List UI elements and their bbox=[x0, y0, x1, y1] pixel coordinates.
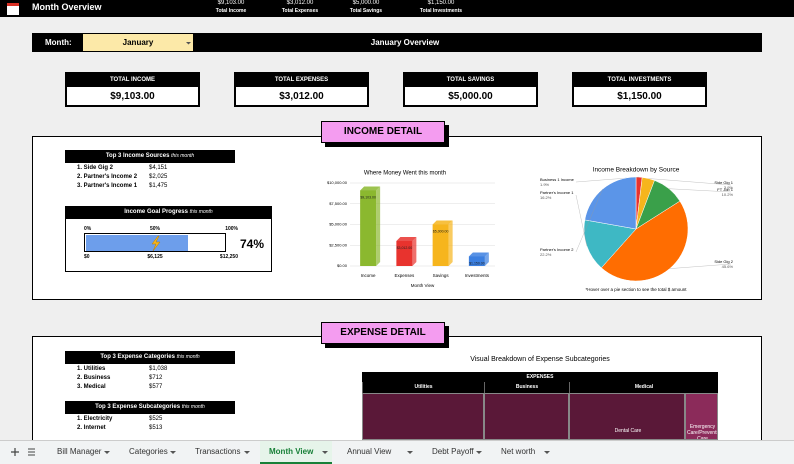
header-stat-label: Total Income bbox=[215, 8, 247, 14]
table-subtitle: this month bbox=[176, 354, 200, 360]
goal-header bbox=[65, 206, 272, 219]
header-stat-value: $5,000.00 bbox=[352, 0, 380, 6]
treemap-group-header: Utilities bbox=[362, 382, 484, 393]
card-value: $9,103.00 bbox=[110, 91, 155, 102]
table-title-text: Top 3 Expense Categories bbox=[100, 354, 175, 360]
header-bar bbox=[0, 0, 794, 17]
goal-scale-top: 100% bbox=[225, 226, 238, 232]
table-row-value: $1,475 bbox=[149, 183, 168, 189]
table-row-label: 3. Medical bbox=[77, 384, 106, 390]
summary-card: TOTAL SAVINGS $5,000.00 bbox=[403, 72, 538, 107]
table-row-label: 1. Electricity bbox=[77, 416, 113, 422]
table-header bbox=[65, 401, 235, 414]
card-value: $1,150.00 bbox=[617, 91, 662, 102]
goal-scale-bottom: $12,250 bbox=[219, 254, 238, 260]
table-title: Top 3 Expense Subcategories this month bbox=[65, 404, 235, 410]
header-stat-label: Total Expenses bbox=[281, 8, 319, 14]
tab-bar bbox=[0, 440, 794, 464]
table-row-label: 3. Partner's Income 1 bbox=[77, 183, 138, 189]
month-value[interactable]: January bbox=[122, 38, 154, 47]
treemap-cell bbox=[362, 393, 484, 440]
table-title-text: Top 3 Income Sources bbox=[105, 153, 170, 159]
table-title-text: Top 3 Expense Subcategories bbox=[95, 404, 181, 410]
header-stat-label: Total Investments bbox=[419, 8, 463, 14]
treemap-cell bbox=[484, 393, 569, 440]
table-row-value: $2,025 bbox=[149, 174, 168, 180]
table-row-label: 1. Side Gig 2 bbox=[77, 165, 114, 171]
table-row-label: 2. Partner's Income 2 bbox=[77, 174, 138, 180]
treemap-header: EXPENSES bbox=[362, 372, 718, 382]
goal-title: Income Goal Progress this month bbox=[65, 209, 272, 215]
sheet-tab[interactable]: Net worth bbox=[501, 447, 536, 456]
table-title: Top 3 Expense Categories this month bbox=[65, 354, 235, 360]
summary-card: TOTAL EXPENSES $3,012.00 bbox=[234, 72, 369, 107]
goal-title-text: Income Goal Progress bbox=[124, 209, 188, 215]
goal-scale-bottom: $0 bbox=[84, 254, 90, 260]
month-dropdown[interactable]: January bbox=[83, 34, 193, 51]
sheet-tab[interactable]: Categories bbox=[129, 447, 168, 456]
goal-scale-top: 0% bbox=[84, 226, 92, 232]
goal-subtitle: this month bbox=[189, 209, 213, 215]
sheet-tab[interactable]: Month View bbox=[260, 441, 332, 464]
card-header bbox=[574, 74, 705, 87]
table-row-value: $712 bbox=[149, 375, 163, 381]
treemap-group-header: Medical bbox=[569, 382, 718, 393]
table-row-value: $4,151 bbox=[149, 165, 168, 171]
section-tab: INCOME DETAIL bbox=[321, 121, 445, 143]
treemap-cell-label: Dental Care bbox=[614, 428, 642, 434]
treemap-cell: Dental Care bbox=[569, 393, 685, 440]
summary-card: TOTAL INCOME $9,103.00 bbox=[65, 72, 200, 107]
sheet-tab[interactable]: Bill Manager bbox=[57, 447, 102, 456]
treemap-group-header: Business bbox=[484, 382, 569, 393]
card-label: TOTAL INVESTMENTS bbox=[607, 77, 672, 83]
goal-scale-top: 50% bbox=[149, 226, 160, 232]
card-header bbox=[405, 74, 536, 87]
card-value: $5,000.00 bbox=[448, 91, 493, 102]
table-subtitle: this month bbox=[181, 404, 205, 410]
table-row-value: $1,038 bbox=[149, 366, 168, 372]
treemap-cell-label: Emergency Care/Preventive Care bbox=[687, 424, 718, 440]
table-subtitle: this month bbox=[171, 153, 195, 159]
table-row-label: 2. Business bbox=[77, 375, 111, 381]
sheet-tab[interactable]: Annual View bbox=[347, 447, 392, 456]
table-header bbox=[65, 150, 235, 163]
sheet-tab[interactable]: Debt Payoff bbox=[432, 447, 474, 456]
card-header bbox=[236, 74, 367, 87]
treemap-cell: Emergency Care/Preventive Care bbox=[685, 393, 718, 440]
month-label: Month: bbox=[45, 38, 72, 47]
card-value: $3,012.00 bbox=[279, 91, 324, 102]
card-label: TOTAL SAVINGS bbox=[446, 77, 495, 83]
header-stat-value: $1,150.00 bbox=[427, 0, 455, 6]
month-bar bbox=[32, 33, 762, 52]
goal-percent: 74% bbox=[240, 237, 265, 251]
table-row-label: 1. Utilities bbox=[77, 366, 106, 372]
table-title: Top 3 Income Sources this month bbox=[65, 153, 235, 159]
table-row-value: $525 bbox=[149, 416, 163, 422]
summary-card: TOTAL INVESTMENTS $1,150.00 bbox=[572, 72, 707, 107]
header-stat-value: $9,103.00 bbox=[217, 0, 245, 6]
card-label: TOTAL EXPENSES bbox=[274, 77, 329, 83]
table-row-value: $513 bbox=[149, 425, 163, 431]
section-tab: EXPENSE DETAIL bbox=[321, 322, 445, 344]
goal-scale-bottom: $6,125 bbox=[147, 254, 163, 260]
table-header bbox=[65, 351, 235, 364]
sheet-tab[interactable]: Transactions bbox=[195, 447, 241, 456]
treemap-title: Visual Breakdown of Expense Subcategorie… bbox=[470, 356, 610, 363]
table-row-value: $577 bbox=[149, 384, 163, 390]
goal-fill bbox=[85, 234, 189, 251]
card-header bbox=[67, 74, 198, 87]
header-title: Month Overview bbox=[32, 2, 102, 12]
table-row-label: 2. Internet bbox=[77, 425, 106, 431]
header-stat-label: Total Savings bbox=[349, 8, 383, 14]
header-stat-value: $3,012.00 bbox=[286, 0, 314, 6]
month-overview: January Overview bbox=[370, 38, 440, 47]
card-label: TOTAL INCOME bbox=[110, 77, 155, 83]
